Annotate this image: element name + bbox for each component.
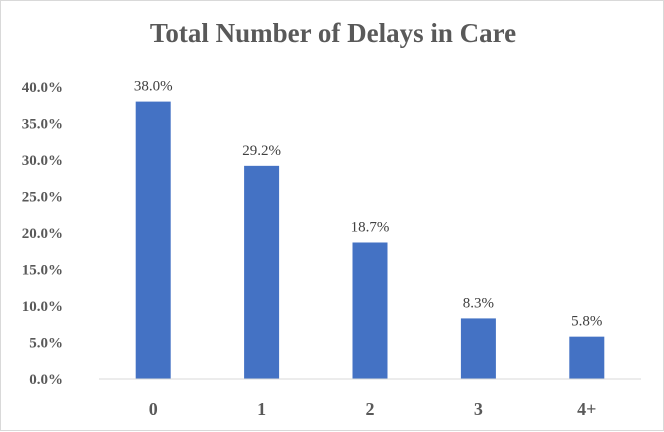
- data-label: 8.3%: [463, 295, 494, 311]
- y-tick-label: 5.0%: [29, 336, 63, 352]
- y-tick-label: 15.0%: [22, 263, 63, 279]
- data-label: 29.2%: [242, 143, 281, 159]
- data-label: 18.7%: [351, 219, 390, 235]
- data-label: 38.0%: [134, 79, 173, 95]
- x-tick-label: 3: [474, 399, 483, 419]
- data-labels: 38.0% 29.2% 18.7% 8.3% 5.8%: [134, 79, 603, 330]
- y-tick-label: 0.0%: [29, 372, 63, 388]
- x-tick-label: 4+: [577, 399, 596, 419]
- bar-0: [135, 101, 171, 379]
- x-tick-label: 2: [366, 399, 375, 419]
- x-axis: 0 1 2 3 4+: [99, 378, 641, 419]
- y-axis: 0.0% 5.0% 10.0% 15.0% 20.0% 25.0% 30.0% 35.0% 40…: [22, 80, 63, 388]
- bar-2: [352, 242, 388, 379]
- bar-1: [244, 165, 280, 379]
- y-tick-label: 30.0%: [22, 153, 63, 169]
- chart-title: Total Number of Delays in Care: [150, 18, 516, 48]
- y-tick-label: 10.0%: [22, 299, 63, 315]
- y-tick-label: 25.0%: [22, 190, 63, 206]
- bar-4+: [569, 336, 605, 379]
- x-tick-label: 1: [257, 399, 266, 419]
- bar-3: [460, 318, 496, 379]
- y-tick-label: 35.0%: [22, 117, 63, 133]
- x-tick-label: 0: [149, 399, 158, 419]
- y-tick-label: 20.0%: [22, 226, 63, 242]
- y-tick-label: 40.0%: [22, 80, 63, 96]
- bars: [135, 101, 605, 379]
- data-label: 5.8%: [571, 314, 602, 330]
